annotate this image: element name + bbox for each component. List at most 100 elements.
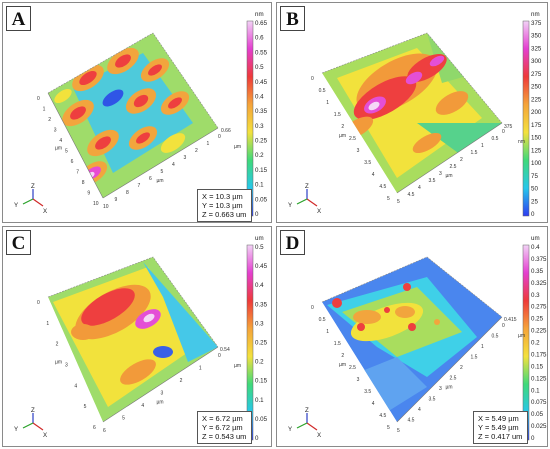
y-tick-label: 3.5 [364, 160, 371, 166]
zmark-text-a: 0.66 [221, 128, 231, 134]
x-tick-label: 2 [195, 148, 198, 154]
svg-text:Z: Z [305, 407, 309, 414]
triad-a: Z X Y [14, 183, 47, 215]
triad-c: Z X Y [14, 407, 47, 439]
readout-y: Y = 5.49 µm [478, 423, 519, 432]
y-tick-label: 2 [56, 342, 59, 348]
colorbar-tick-label: 0.2 [255, 152, 264, 159]
colorbar-tick-label: 0 [255, 435, 259, 442]
y-tick-label: 10 [93, 201, 99, 207]
y-tick-label: 2.5 [349, 136, 356, 142]
x-tick-label: 4 [172, 162, 175, 168]
x-tick-label: 4 [141, 403, 144, 409]
colorbar-tick-label: 0.2 [255, 359, 264, 366]
colorbar-tick-label: 175 [531, 122, 542, 129]
colorbar-tick-label: 150 [531, 135, 542, 142]
y-tick-label: 6 [71, 159, 74, 165]
readout-z: Z = 0.663 um [202, 210, 247, 219]
x-tick-label: 1.5 [471, 355, 478, 361]
readout-x: X = 5.49 µm [478, 414, 519, 423]
colorbar-tick-label: 0.25 [255, 138, 268, 145]
colorbar-tick-label: 0.025 [531, 423, 547, 430]
x-tick-label: 1 [481, 344, 484, 350]
y-tick-label: 1 [326, 329, 329, 335]
colorbar-tick-label: 0.1 [531, 387, 540, 394]
colorbar-tick-label: 125 [531, 147, 542, 154]
y-tick-label: 0.5 [319, 88, 326, 94]
y-tick-label: 5 [84, 404, 87, 410]
colorbar-tick-label: 0.15 [255, 167, 268, 174]
svg-text:Y: Y [14, 426, 18, 433]
surface-plot-a: 0.66 0.650.60.550.50.450.40.350.30.250.2… [14, 11, 268, 218]
colorbar-tick-label: 0.35 [255, 301, 268, 308]
y-tick-label: 2 [341, 353, 344, 359]
y-tick-label: 1 [46, 321, 49, 327]
colorbar-tick-label: 0 [531, 211, 535, 218]
readout-y: Y = 6.72 µm [202, 423, 243, 432]
panel-label: C [6, 230, 31, 255]
y-tick-label: 2.5 [349, 365, 356, 371]
y-tick-label: 4 [74, 383, 77, 389]
x-tick-label: 5 [122, 416, 125, 422]
y-axis-label: µm [55, 146, 62, 152]
readout-box-d: X = 5.49 µm Y = 5.49 µm Z = 0.417 um [473, 411, 529, 444]
readout-box-c: X = 6.72 µm Y = 6.72 µm Z = 0.543 um [197, 411, 253, 444]
y-tick-label: 3 [65, 363, 68, 369]
colorbar-tick-label: 275 [531, 71, 542, 78]
x-tick-label: 0.5 [492, 334, 499, 340]
y-tick-label: 3 [54, 128, 57, 134]
colorbar-tick-label: 0.05 [531, 411, 544, 418]
x-axis-label: µm [157, 400, 164, 406]
y-tick-label: 2 [341, 124, 344, 130]
panel-b: B 375 375 350 325 300 275 250 225 200 175 150 1 [276, 2, 548, 223]
colorbar-b [522, 20, 530, 217]
x-tick-label: 2 [460, 157, 463, 163]
x-axis-label: µm [446, 173, 453, 179]
colorbar-unit-d: um [531, 235, 540, 242]
x-tick-label: 2 [180, 378, 183, 384]
x-tick-label: 5 [397, 199, 400, 205]
svg-text:X: X [317, 208, 321, 215]
colorbar-tick-label: 325 [531, 45, 542, 52]
colorbar-ticks-c: 0.5 0.45 0.4 0.35 0.3 0.25 0.2 0.15 0.1 0.05 0 [255, 244, 268, 442]
x-tick-label: 10 [103, 204, 109, 210]
colorbar-unit-b: nm [531, 11, 540, 18]
y-tick-label: 0 [37, 96, 40, 102]
y-tick-label: 3 [357, 148, 360, 154]
x-tick-label: 9 [115, 197, 118, 203]
colorbar-tick-label: 300 [531, 58, 542, 65]
colorbar-tick-label: 0.325 [531, 280, 547, 287]
colorbar-tick-label: 0.125 [531, 375, 547, 382]
y-tick-label: 3.5 [364, 389, 371, 395]
x-tick-label: 2 [460, 365, 463, 371]
svg-text:Z: Z [305, 183, 309, 190]
panel-label: D [280, 230, 305, 255]
panel-label: A [6, 6, 31, 31]
y-tick-label: 0 [311, 305, 314, 311]
x-tick-label: 6 [103, 428, 106, 434]
x-tick-label: 0 [218, 134, 221, 140]
colorbar-tick-label: 200 [531, 109, 542, 116]
triad-z: Z [31, 183, 35, 190]
y-tick-label: 4.5 [379, 184, 386, 190]
panel-d: D 0.415 0.4 0.375 0.35 0.325 0.3 0.275 0.25 0.2… [276, 226, 548, 447]
surface-c [48, 257, 218, 422]
y-axis-label: µm [55, 360, 62, 366]
x-tick-label: 3 [439, 386, 442, 392]
z-axis-label: µm [518, 333, 525, 339]
colorbar-tick-label: 0.6 [255, 35, 264, 42]
x-tick-label: 1 [481, 143, 484, 149]
x-tick-label: 4 [418, 185, 421, 191]
readout-box-a: X = 10.3 µm Y = 10.3 µm Z = 0.663 um [197, 189, 253, 222]
triad-b: Z X Y [288, 183, 321, 215]
x-tick-label: 2.5 [450, 164, 457, 170]
x-tick-label: 3 [439, 171, 442, 177]
colorbar-tick-label: 25 [531, 198, 538, 205]
colorbar-tick-label: 0.3 [531, 292, 540, 299]
colorbar-tick-label: 0 [255, 211, 259, 218]
colorbar-tick-label: 0.4 [255, 93, 264, 100]
readout-x: X = 10.3 µm [202, 192, 243, 201]
panel-c: C 0.54 0.5 0.45 0.4 0.35 0.3 0.25 0.2 0.15 0.1 0.… [2, 226, 272, 447]
colorbar-tick-label: 75 [531, 173, 538, 180]
x-tick-label: 7 [138, 183, 141, 189]
